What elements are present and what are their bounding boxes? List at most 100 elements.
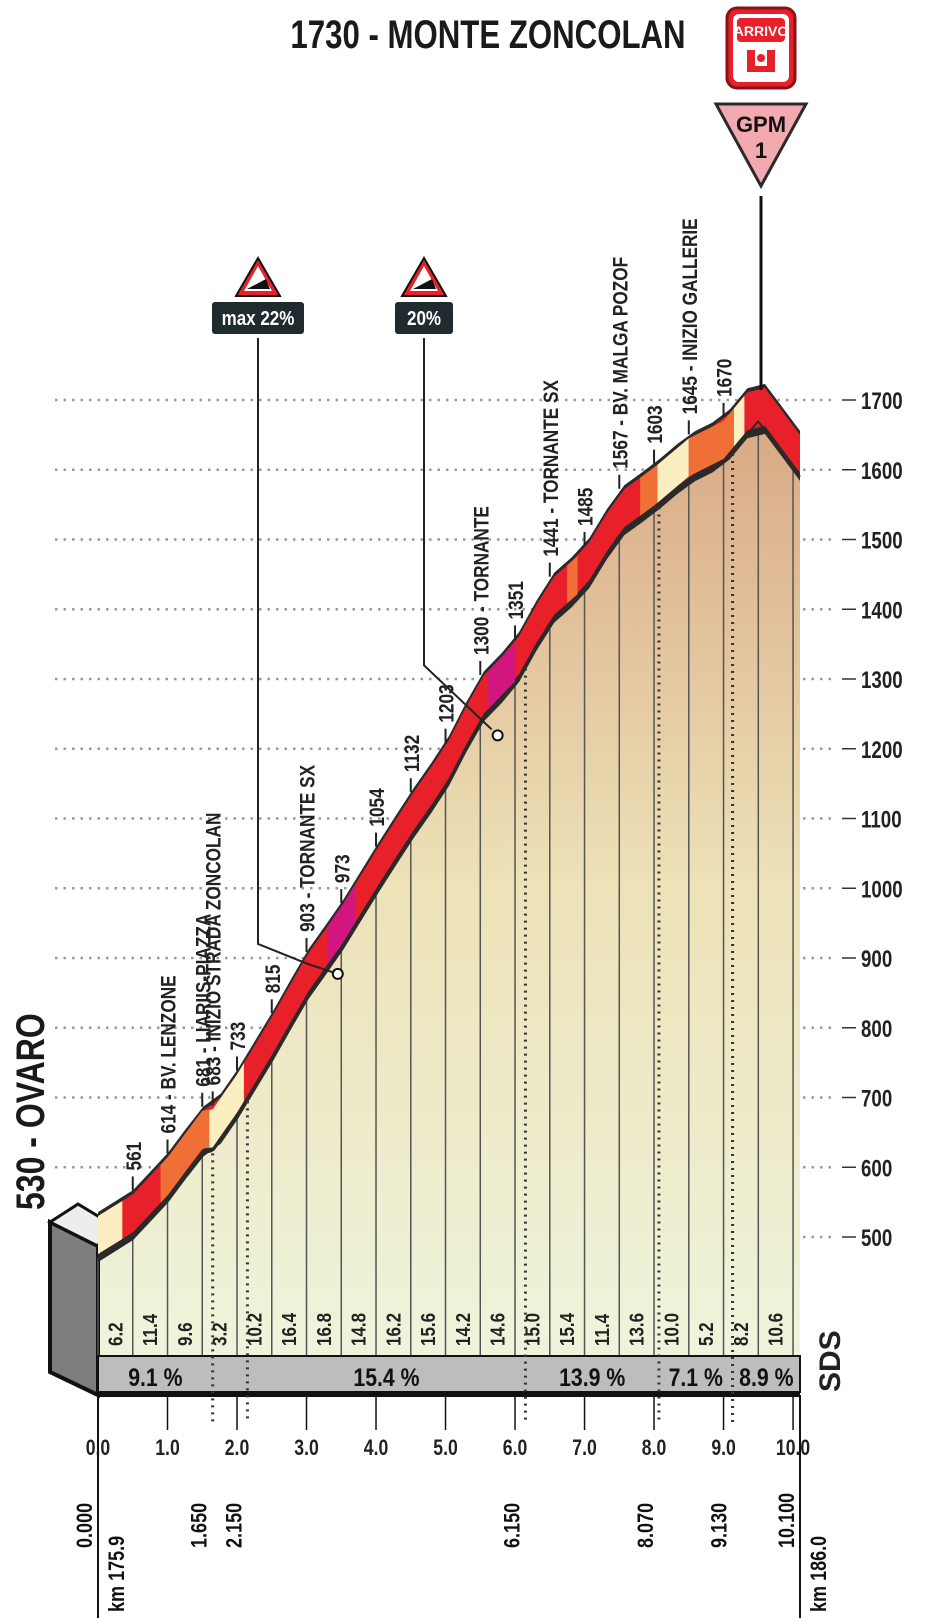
y-tick-label: 900 xyxy=(861,946,892,973)
segment-gradient-label: 13.6 xyxy=(625,1313,648,1346)
segment-gradient-label: 15.4 xyxy=(556,1312,579,1346)
altitude-annotation: 1300 - TORNANTE xyxy=(471,506,494,655)
segment-gradient-label: 10.6 xyxy=(764,1313,787,1346)
sector-average-label: 9.1 % xyxy=(128,1363,182,1391)
altitude-annotation: 1054 xyxy=(367,788,390,827)
altitude-annotation: 1645 - INIZIO GALLERIE xyxy=(679,218,702,414)
y-tick-label: 1700 xyxy=(861,388,903,415)
sector-average-label: 13.9 % xyxy=(559,1363,625,1391)
segment-lines: 6.2 11.4 9.6 3.2 10.2 16.4 16.8 14.8 16.2 15.6 14.… xyxy=(97,421,794,1356)
x-tick-label: 6.0 xyxy=(503,1436,527,1460)
sector-bar xyxy=(97,1355,801,1393)
y-tick-label: 500 xyxy=(861,1225,892,1252)
road-easy-section xyxy=(567,556,578,604)
road-lower-edge xyxy=(97,420,801,1259)
segment-gradient-label: 11.4 xyxy=(591,1313,614,1346)
x-tick-label: 9.0 xyxy=(711,1436,735,1460)
finish-badge: ARRIVO xyxy=(725,6,797,90)
altitude-annotation: 903 - TORNANTE SX xyxy=(297,765,320,932)
altitude-annotation: 815 xyxy=(262,964,285,993)
altitude-annotation: 1351 xyxy=(506,581,529,620)
key-point-label: 10.100 xyxy=(775,1493,799,1548)
segment-gradient-label: 10.0 xyxy=(660,1313,683,1346)
markers: max 22% 20% xyxy=(212,256,504,980)
segment-gradient-label: 15.6 xyxy=(417,1313,440,1346)
altitude-annotation: 1603 xyxy=(645,405,668,443)
road-easy-section xyxy=(733,395,745,447)
y-tick-label: 1300 xyxy=(861,667,903,694)
altitude-annotations: 561 614 - BV. LENZONE 681 - LIARIIS-PIAZZA… xyxy=(123,218,737,1191)
road-easy-section xyxy=(657,438,689,503)
finish-badge-label: ARRIVO xyxy=(734,23,789,39)
race-km-label: km 186.0 xyxy=(807,1536,831,1612)
road-easy-section xyxy=(160,1109,210,1203)
segment-gradient-label: 16.4 xyxy=(278,1312,301,1346)
segment-gradient-label: 14.6 xyxy=(486,1313,509,1346)
segment-gradient-label: 16.2 xyxy=(382,1313,405,1346)
road-easy-section xyxy=(688,408,734,477)
x-tick-label: 8.0 xyxy=(642,1436,666,1460)
altitude-annotation: 1670 xyxy=(714,359,737,397)
segment-gradient-label: 5.2 xyxy=(695,1322,718,1346)
key-point-label: 2.150 xyxy=(223,1503,247,1548)
y-axis-labels: 500 600 700 800 900 1000 1100 1200 1300 1400 1500 1… xyxy=(842,388,903,1252)
marker-leader xyxy=(423,338,493,731)
slope-icon xyxy=(413,279,436,289)
marker-label-box xyxy=(395,302,453,334)
y-tick-label: 800 xyxy=(861,1016,892,1043)
segment-gradient-label: 14.2 xyxy=(452,1313,475,1346)
sector-average-label: 8.9 % xyxy=(739,1363,793,1391)
sector-average-label: 15.4 % xyxy=(353,1363,419,1391)
x-tick-label: 4.0 xyxy=(364,1436,388,1460)
y-tick-label: 1400 xyxy=(861,597,903,624)
y-tick-label: 1500 xyxy=(861,527,903,554)
sector-average-label: 7.1 % xyxy=(669,1363,723,1391)
road-easy-section xyxy=(209,1063,244,1148)
slope-icon xyxy=(247,279,270,289)
altitude-annotation: 614 - BV. LENZONE xyxy=(158,975,181,1133)
chart-title: 1730 - MONTE ZONCOLAN xyxy=(290,12,685,57)
marker-label: max 22% xyxy=(222,307,295,330)
road-easy-section xyxy=(640,464,658,516)
sds-logo: SDS xyxy=(814,1330,847,1392)
key-point-label: 6.150 xyxy=(501,1503,525,1548)
profile-fill xyxy=(98,421,800,1356)
x-tick-label: 10.0 xyxy=(776,1436,810,1460)
marker-point xyxy=(331,967,344,980)
y-tick-label: 1200 xyxy=(861,737,903,764)
y-tick-label: 1600 xyxy=(861,458,903,485)
y-tick-label: 1100 xyxy=(861,806,902,833)
x-tick-label: 1.0 xyxy=(155,1436,179,1460)
altitude-annotation: 733 xyxy=(228,1022,251,1051)
key-point-label: 8.070 xyxy=(634,1503,658,1548)
x-tick-label: 3.0 xyxy=(294,1436,318,1460)
key-point-label: 9.130 xyxy=(708,1503,732,1548)
segment-gradient-label: 9.6 xyxy=(174,1322,197,1346)
road-band xyxy=(97,383,801,1263)
gpm-category: 1 xyxy=(755,138,767,163)
key-point-label: 1.650 xyxy=(188,1503,212,1548)
segment-gradient-label: 3.2 xyxy=(208,1322,231,1346)
altitude-annotation: 973 xyxy=(332,854,355,883)
road-easy-section xyxy=(98,1200,123,1255)
marker-point xyxy=(491,729,504,742)
segment-gradient-label: 6.2 xyxy=(104,1322,127,1346)
altitude-annotation: 561 xyxy=(123,1141,146,1170)
x-tick-label: 2.0 xyxy=(225,1436,249,1460)
finish-icon xyxy=(747,50,775,72)
altitude-annotation: 1203 xyxy=(436,684,459,722)
x-tick-label: 7.0 xyxy=(572,1436,596,1460)
segment-gradient-label: 8.2 xyxy=(730,1322,753,1346)
start-label: 530 - OVARO xyxy=(8,1013,53,1210)
altitude-annotation: 1132 xyxy=(401,735,424,772)
segment-gradient-label: 10.2 xyxy=(243,1313,266,1346)
marker-label: 20% xyxy=(407,307,441,330)
x-tick-label: 0.0 xyxy=(86,1436,110,1460)
steep-section xyxy=(327,884,356,965)
segment-gradient-label: 14.8 xyxy=(347,1313,370,1346)
x-tick-label: 5.0 xyxy=(433,1436,457,1460)
y-tick-label: 700 xyxy=(861,1085,892,1112)
segment-gradient-label: 16.8 xyxy=(313,1313,336,1346)
gradient-bar: 9.1 % 15.4 % 13.9 % 7.1 % 8.9 % xyxy=(49,1355,801,1397)
